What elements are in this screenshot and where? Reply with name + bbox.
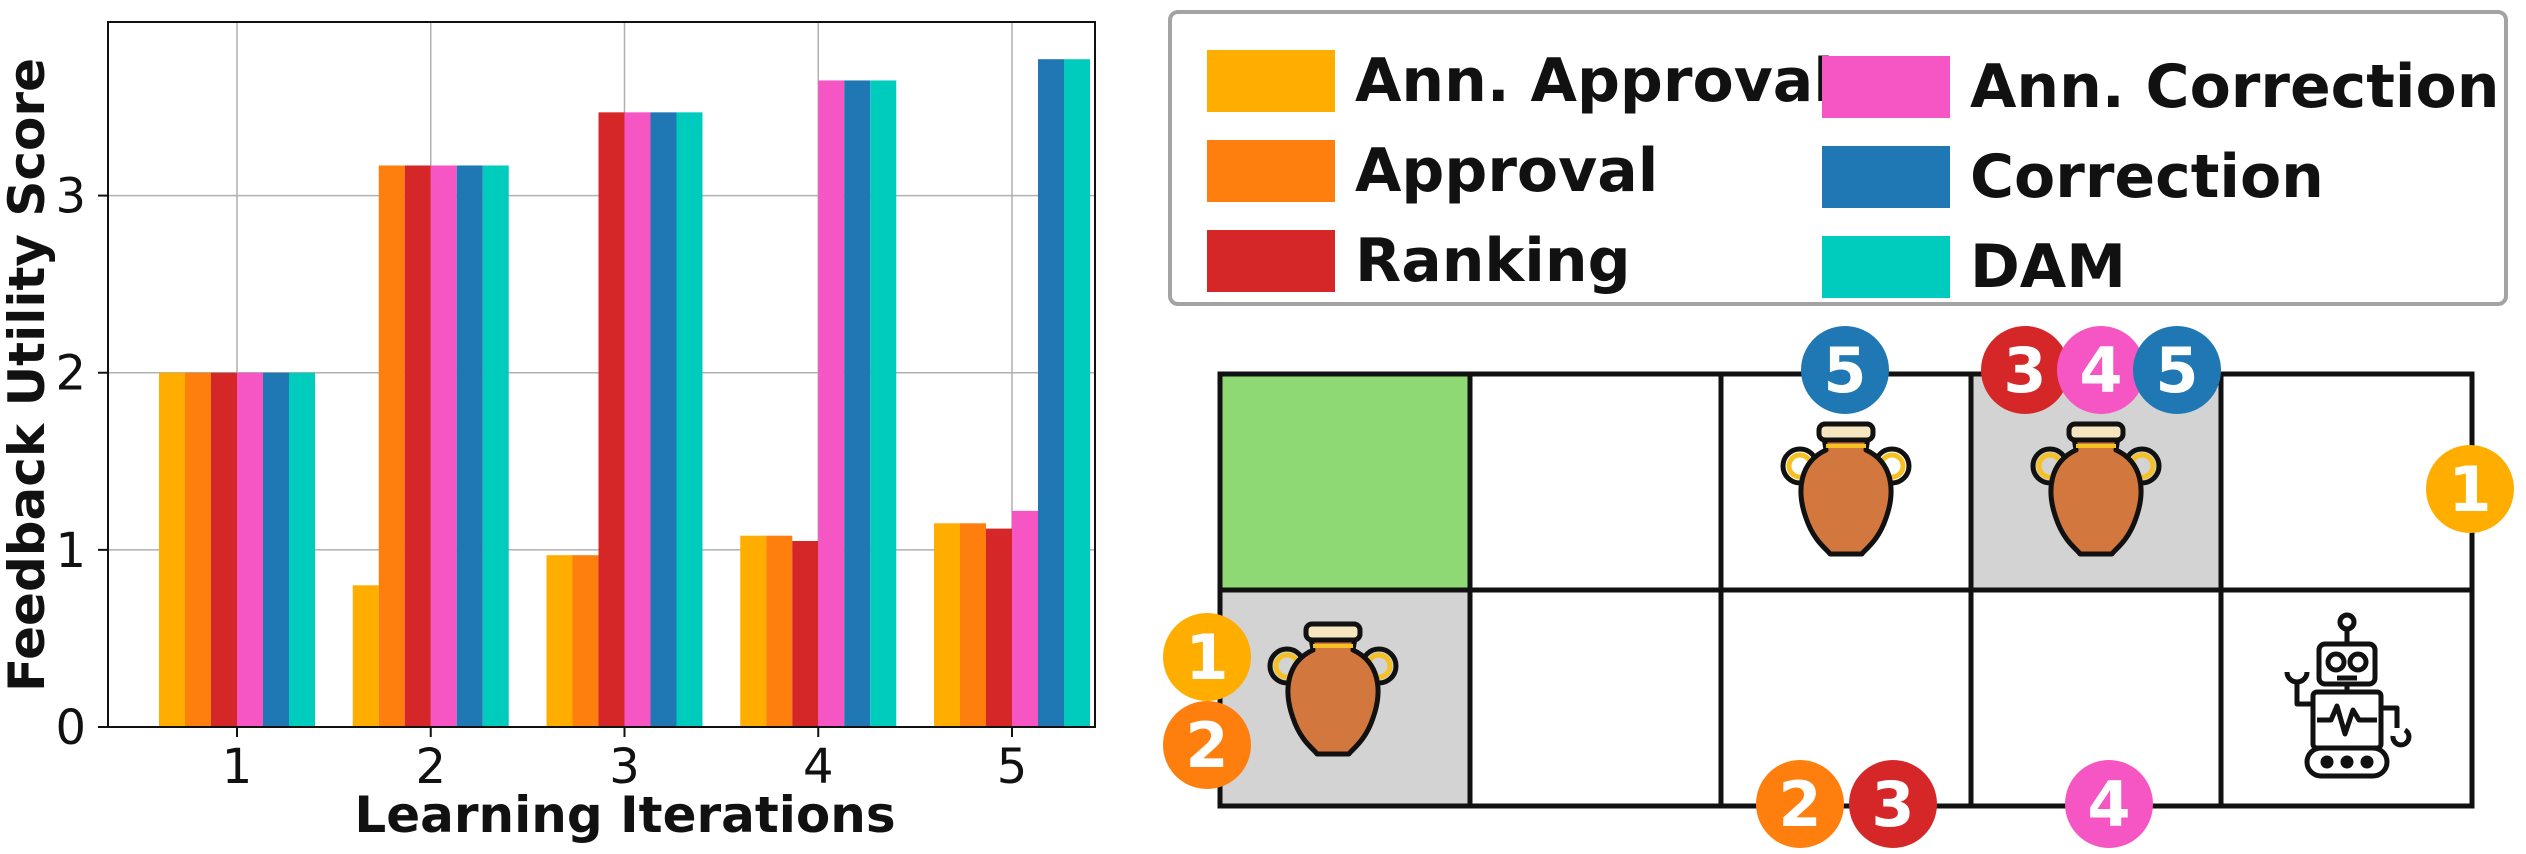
y-tick-label: 2 (55, 346, 86, 402)
bar (1012, 510, 1038, 727)
y-tick-label: 3 (55, 169, 86, 225)
badge-label: 2 (1778, 768, 1821, 841)
badge-label: 5 (1823, 334, 1866, 407)
legend-label: Approval (1355, 136, 1659, 206)
legend-label: Correction (1970, 142, 2324, 212)
legend-swatch (1822, 146, 1950, 208)
bar (650, 112, 677, 728)
legend-item-ann-correction: Ann. Correction (1822, 52, 2499, 122)
y-tick-label: 1 (55, 523, 86, 579)
bar (960, 523, 986, 727)
legend-item-ranking: Ranking (1207, 226, 1631, 296)
plot-frame (107, 21, 1096, 728)
y-tick-label: 0 (55, 700, 86, 756)
legend-item-approval: Approval (1207, 136, 1658, 206)
x-tick-label: 5 (997, 739, 1028, 795)
badge-label: 1 (1185, 621, 1228, 694)
badge: 1 (2426, 445, 2514, 533)
legend-swatch (1207, 50, 1335, 112)
badge: 2 (1756, 760, 1844, 848)
badge: 2 (1163, 701, 1251, 789)
badge: 3 (1981, 326, 2069, 414)
badge: 4 (2057, 326, 2145, 414)
bar (378, 165, 405, 727)
legend-item-dam: DAM (1822, 232, 2126, 302)
bar (352, 585, 379, 727)
bar-chart: 0 1 2 3 1 2 3 4 5 Learning Iterations Feedback U… (0, 21, 1096, 844)
bar (986, 528, 1012, 727)
bar (572, 555, 599, 727)
bar (185, 372, 211, 727)
chart-legend: Ann. Approval Approval Ranking Ann. Corr… (1168, 10, 2508, 306)
bar (766, 535, 793, 727)
bar (546, 555, 573, 727)
bar (676, 112, 703, 728)
x-tick-label: 1 (222, 739, 253, 795)
badge-label: 4 (2079, 334, 2122, 407)
goal-cell (1220, 374, 1470, 590)
badge: 3 (1849, 760, 1937, 848)
badge-label: 2 (1185, 709, 1228, 782)
x-tick-label: 3 (609, 739, 640, 795)
bar (456, 165, 483, 727)
bar (624, 112, 651, 728)
bar (818, 80, 845, 727)
bar (159, 372, 185, 727)
bar (1064, 59, 1090, 728)
badge-label: 3 (2003, 334, 2046, 407)
bar (211, 372, 237, 727)
legend-swatch (1822, 236, 1950, 298)
badge-label: 1 (2448, 453, 2491, 526)
legend-label: Ann. Correction (1970, 52, 2500, 122)
robot-icon (2284, 612, 2412, 779)
bar (1038, 59, 1064, 728)
badge: 1 (1163, 613, 1251, 701)
legend-swatch (1822, 56, 1950, 118)
bar (934, 523, 960, 727)
x-axis-title: Learning Iterations (354, 786, 895, 844)
chart-bars (159, 59, 1090, 728)
legend-item-correction: Correction (1822, 142, 2324, 212)
bar (598, 112, 625, 728)
x-tick-label: 2 (415, 739, 446, 795)
badge: 5 (2133, 326, 2221, 414)
badge-label: 3 (1871, 768, 1914, 841)
legend-swatch (1207, 140, 1335, 202)
bar (289, 372, 315, 727)
bar (237, 372, 263, 727)
bar (263, 372, 289, 727)
legend-label: DAM (1970, 232, 2126, 302)
legend-swatch (1207, 230, 1335, 292)
bar (844, 80, 871, 727)
bar (792, 541, 819, 727)
legend-label: Ann. Approval (1355, 46, 1834, 116)
badge: 4 (2065, 760, 2153, 848)
bar (482, 165, 509, 727)
chart-ticks: 0 1 2 3 1 2 3 4 5 (55, 169, 1027, 795)
bar (404, 165, 431, 727)
bar (870, 80, 897, 727)
badge-label: 5 (2155, 334, 2198, 407)
vase-icon (1783, 424, 1909, 554)
x-tick-label: 4 (803, 739, 834, 795)
legend-item-ann-approval: Ann. Approval (1207, 46, 1834, 116)
badge: 5 (1801, 326, 1889, 414)
badge-label: 4 (2087, 768, 2130, 841)
bar (740, 535, 767, 727)
y-axis-title: Feedback Utility Score (0, 58, 56, 692)
legend-label: Ranking (1355, 226, 1631, 296)
bar (430, 165, 457, 727)
